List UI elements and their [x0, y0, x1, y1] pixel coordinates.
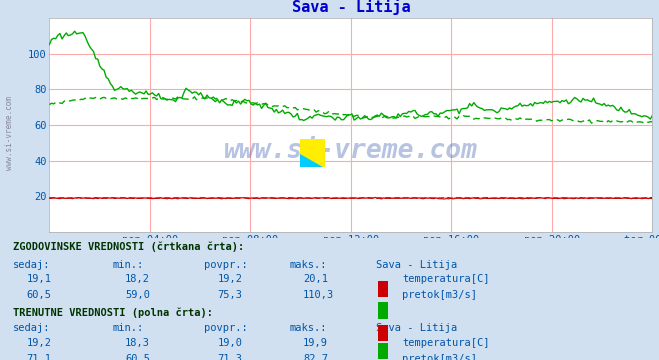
Text: TRENUTNE VREDNOSTI (polna črta):: TRENUTNE VREDNOSTI (polna črta):	[13, 307, 213, 318]
Text: 71,3: 71,3	[217, 354, 243, 360]
Text: 19,1: 19,1	[26, 274, 51, 284]
Text: Sava - Litija: Sava - Litija	[376, 323, 457, 333]
Bar	[312, 153, 325, 167]
Text: 18,2: 18,2	[125, 274, 150, 284]
Text: maks.:: maks.:	[290, 260, 328, 270]
Text: min.:: min.:	[112, 323, 143, 333]
Text: 110,3: 110,3	[303, 290, 334, 300]
Text: pretok[m3/s]: pretok[m3/s]	[402, 290, 477, 300]
Bar	[300, 139, 325, 153]
Polygon shape	[300, 139, 325, 167]
Text: 19,2: 19,2	[26, 338, 51, 348]
Text: 82,7: 82,7	[303, 354, 328, 360]
Text: Sava - Litija: Sava - Litija	[376, 260, 457, 270]
Bar	[300, 153, 312, 167]
Text: www.si-vreme.com: www.si-vreme.com	[5, 96, 14, 170]
Text: 19,0: 19,0	[217, 338, 243, 348]
Text: 75,3: 75,3	[217, 290, 243, 300]
Text: sedaj:: sedaj:	[13, 323, 51, 333]
Text: 59,0: 59,0	[125, 290, 150, 300]
Text: 60,5: 60,5	[26, 290, 51, 300]
Text: temperatura[C]: temperatura[C]	[402, 274, 490, 284]
Text: povpr.:: povpr.:	[204, 260, 248, 270]
Text: povpr.:: povpr.:	[204, 323, 248, 333]
Text: 60,5: 60,5	[125, 354, 150, 360]
Text: 19,2: 19,2	[217, 274, 243, 284]
Text: www.si-vreme.com: www.si-vreme.com	[224, 138, 478, 164]
Polygon shape	[300, 153, 325, 167]
Text: sedaj:: sedaj:	[13, 260, 51, 270]
Text: 71,1: 71,1	[26, 354, 51, 360]
Text: temperatura[C]: temperatura[C]	[402, 338, 490, 348]
Text: 20,1: 20,1	[303, 274, 328, 284]
Text: 19,9: 19,9	[303, 338, 328, 348]
Text: pretok[m3/s]: pretok[m3/s]	[402, 354, 477, 360]
Text: maks.:: maks.:	[290, 323, 328, 333]
Text: min.:: min.:	[112, 260, 143, 270]
Title: Sava - Litija: Sava - Litija	[291, 0, 411, 15]
Text: 18,3: 18,3	[125, 338, 150, 348]
Text: ZGODOVINSKE VREDNOSTI (črtkana črta):: ZGODOVINSKE VREDNOSTI (črtkana črta):	[13, 241, 244, 252]
